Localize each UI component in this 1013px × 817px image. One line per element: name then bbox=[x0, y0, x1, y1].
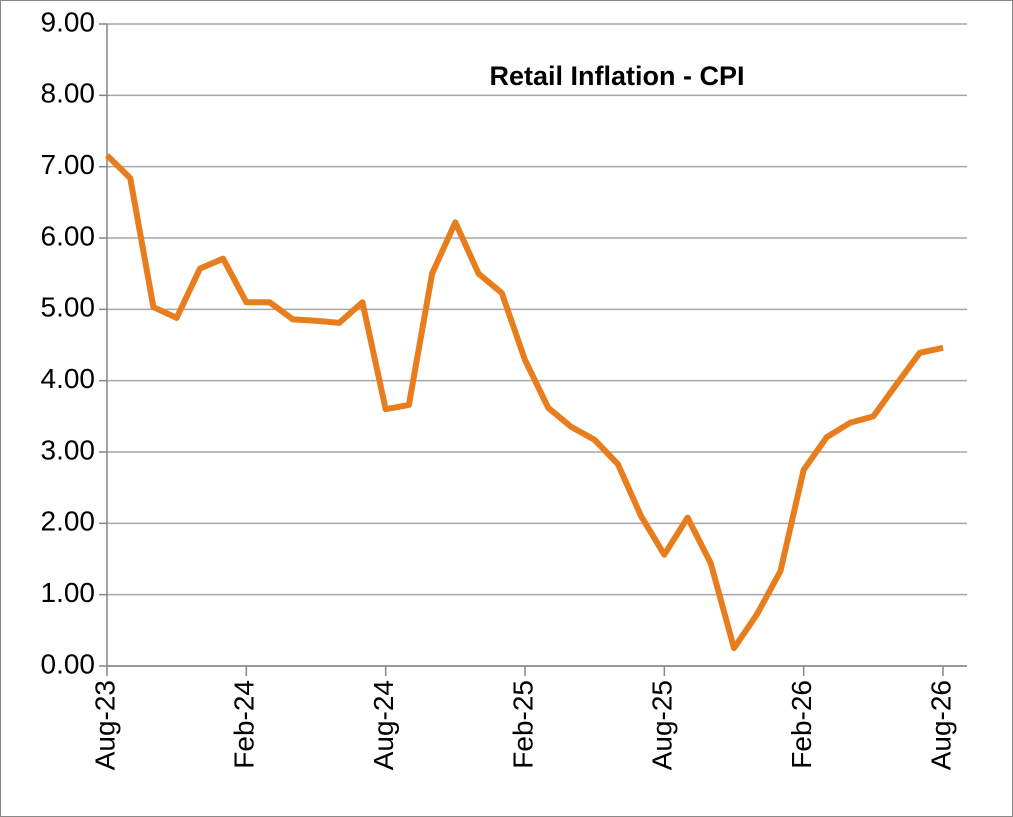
y-tick-label: 6.00 bbox=[41, 220, 96, 251]
y-tick-label: 7.00 bbox=[41, 149, 96, 180]
y-tick-label: 0.00 bbox=[41, 648, 96, 679]
x-tick-label: Aug-24 bbox=[368, 680, 399, 770]
y-tick-label: 3.00 bbox=[41, 434, 96, 465]
y-tick-label: 1.00 bbox=[41, 577, 96, 608]
y-tick-label: 4.00 bbox=[41, 363, 96, 394]
x-tick-label: Feb-25 bbox=[507, 680, 538, 769]
x-tick-label: Feb-26 bbox=[786, 680, 817, 769]
x-tick-label: Aug-26 bbox=[925, 680, 956, 770]
y-tick-label: 2.00 bbox=[41, 506, 96, 537]
y-tick-label: 9.00 bbox=[41, 6, 96, 37]
chart-title: Retail Inflation - CPI bbox=[489, 61, 744, 91]
y-tick-label: 8.00 bbox=[41, 78, 96, 109]
x-tick-label: Aug-23 bbox=[89, 680, 120, 770]
y-tick-label: 5.00 bbox=[41, 292, 96, 323]
line bbox=[104, 153, 944, 652]
x-tick-label: Feb-24 bbox=[229, 680, 260, 769]
x-tick-label: Aug-25 bbox=[647, 680, 678, 770]
